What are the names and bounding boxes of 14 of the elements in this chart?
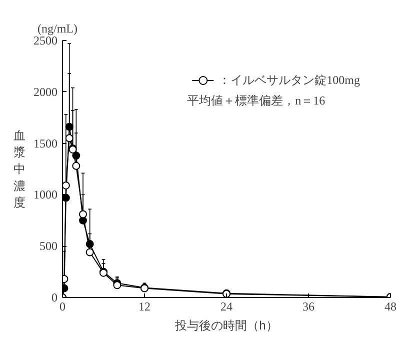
y-tick-label: 1500 (34, 136, 58, 150)
y-axis-title: 血漿中濃度 (14, 128, 26, 210)
y-tick-label: 0 (52, 290, 58, 304)
annotation: 平均値＋標準偏差，n＝16 (187, 93, 326, 108)
y-tick-label: 1000 (34, 188, 58, 202)
y-tick-label: 2000 (34, 84, 58, 99)
x-axis-title: 投与後の時間（h） (174, 318, 278, 332)
x-tick-label: 24 (220, 300, 232, 314)
x-tick-label: 48 (384, 300, 396, 314)
x-tick-label: 12 (138, 300, 150, 314)
y-tick-label: 500 (40, 239, 58, 254)
x-tick-label: 36 (302, 300, 314, 314)
legend-label: ：イルベサルタン錠100mg (218, 72, 360, 88)
text: (ng/mL) (38, 22, 78, 36)
